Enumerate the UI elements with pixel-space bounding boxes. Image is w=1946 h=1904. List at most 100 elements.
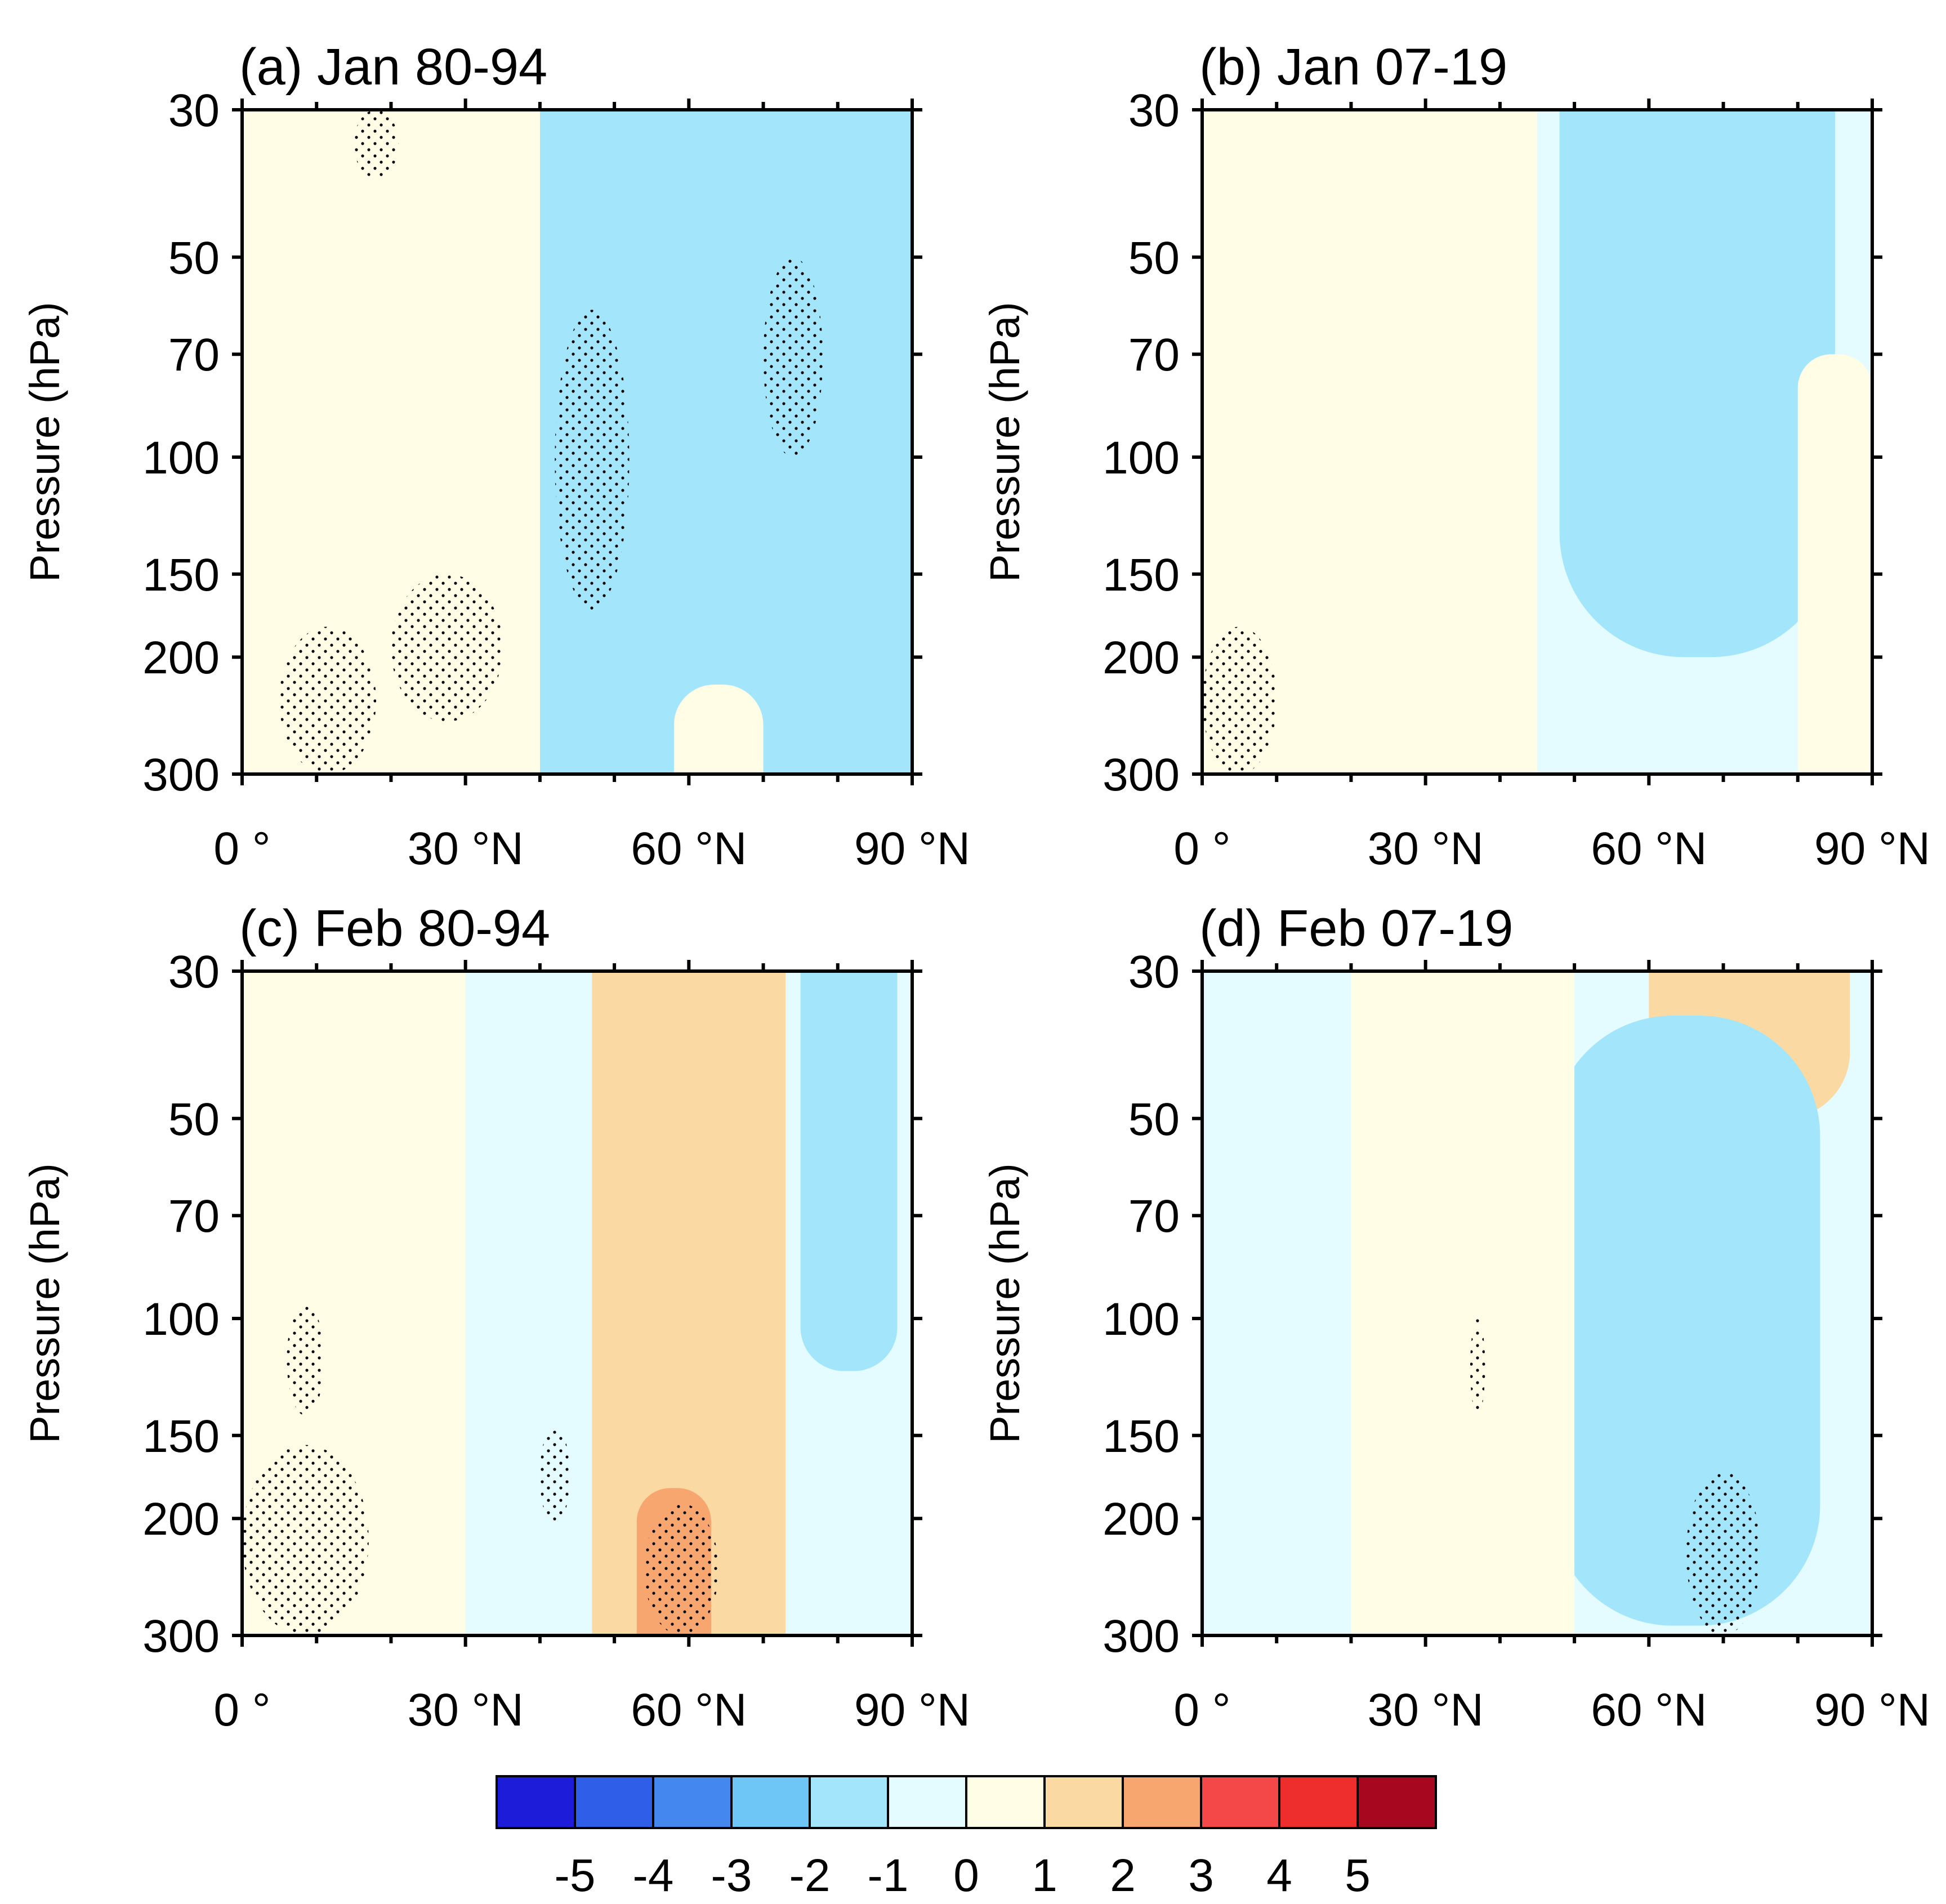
colorbar-label: 1	[1032, 1850, 1057, 1901]
stipple-region	[354, 110, 399, 178]
x-tick-label: 60 °N	[631, 1684, 747, 1736]
x-tick-label: 90 °N	[1814, 823, 1930, 874]
axis-ticks: 30 50 70 100 150 200 300 0 ° 30 °N 60 °N 90 °N	[1103, 85, 1930, 874]
y-tick-label: 30	[168, 946, 220, 998]
x-tick-label: 60 °N	[631, 823, 747, 874]
y-tick-label: 100	[1103, 432, 1180, 484]
panel-title: (c) Feb 80-94	[239, 900, 550, 957]
contour-fills	[1202, 110, 1872, 774]
panel-title: (d) Feb 07-19	[1199, 900, 1513, 957]
x-tick-label: 30 °N	[408, 1684, 524, 1736]
y-tick-label: 50	[168, 1094, 220, 1145]
colorbar-swatch	[730, 1775, 811, 1829]
contour-region-2	[592, 971, 786, 1635]
y-tick-label: 150	[142, 1411, 220, 1462]
colorbar-swatch	[1278, 1775, 1359, 1829]
y-tick-label: 300	[1103, 1611, 1180, 1662]
colorbar-swatch	[965, 1775, 1046, 1829]
panel-title: (b) Jan 07-19	[1199, 38, 1507, 96]
panel-title: (a) Jan 80-94	[239, 38, 547, 96]
x-tick-label: 30 °N	[1368, 823, 1484, 874]
x-tick-label: 0 °	[213, 823, 270, 874]
x-tick-label: 60 °N	[1591, 823, 1707, 874]
x-tick-label: 0 °	[213, 1684, 270, 1736]
colorbar-label: 5	[1345, 1850, 1371, 1901]
colorbar-label: -2	[789, 1850, 831, 1901]
x-tick-label: 90 °N	[1814, 1684, 1930, 1736]
colorbar-label: -4	[633, 1850, 674, 1901]
y-tick-label: 70	[1128, 329, 1180, 381]
stipple-region	[391, 574, 503, 722]
y-tick-label: 150	[142, 549, 220, 601]
axis-ticks: 30 50 70 100 150 200 300 0 ° 30 °N 60 °N 90 °N	[142, 85, 970, 874]
y-tick-label: 70	[1128, 1191, 1180, 1242]
contour-region--1	[1552, 1015, 1820, 1626]
y-tick-label: 100	[1103, 1294, 1180, 1345]
y-axis-label: Pressure (hPa)	[981, 302, 1028, 582]
panel-d: 30 50 70 100 150 200 300 0 ° 30 °N 60 °N 90 °N (d)…	[981, 900, 1930, 1736]
y-tick-label: 150	[1103, 1411, 1180, 1462]
colorbar-swatch	[574, 1775, 654, 1829]
y-tick-label: 30	[1128, 946, 1180, 998]
y-tick-label: 300	[1103, 749, 1180, 801]
colorbar: -5 -4 -3 -2 -1 0 1 2 3 4 5	[496, 1775, 1437, 1901]
y-tick-label: 200	[1103, 1494, 1180, 1545]
y-tick-label: 30	[1128, 85, 1180, 136]
colorbar-swatch	[496, 1775, 576, 1829]
x-tick-label: 0 °	[1173, 1684, 1230, 1736]
significance-stippling	[1470, 1318, 1761, 1635]
colorbar-label: 3	[1188, 1850, 1214, 1901]
panel-a: 30 50 70 100 150 200 300 0 ° 30 °N 60 °N 90 °N (a)…	[21, 38, 970, 874]
colorbar-label: -1	[868, 1850, 909, 1901]
y-tick-label: 70	[168, 329, 220, 381]
colorbar-swatch	[1356, 1775, 1437, 1829]
contour-region-1	[1797, 354, 1872, 774]
colorbar-label: -5	[555, 1850, 596, 1901]
colorbar-swatch	[1200, 1775, 1280, 1829]
y-tick-label: 30	[168, 85, 220, 136]
colorbar-label: 2	[1110, 1850, 1136, 1901]
y-tick-label: 70	[168, 1191, 220, 1242]
stipple-region	[279, 627, 376, 774]
y-tick-label: 200	[142, 1494, 220, 1545]
x-tick-label: 30 °N	[408, 823, 524, 874]
colorbar-swatch	[887, 1775, 967, 1829]
y-tick-label: 50	[1128, 1094, 1180, 1145]
y-tick-label: 200	[142, 632, 220, 683]
stipple-region	[287, 1303, 324, 1416]
significance-stippling	[1202, 627, 1277, 774]
panel-b: 30 50 70 100 150 200 300 0 ° 30 °N 60 °N 90 °N (b)…	[981, 38, 1930, 874]
y-tick-label: 50	[168, 233, 220, 284]
colorbar-swatch	[809, 1775, 889, 1829]
x-tick-label: 60 °N	[1591, 1684, 1707, 1736]
x-tick-label: 30 °N	[1368, 1684, 1484, 1736]
stipple-region	[242, 1445, 369, 1635]
stipple-region	[555, 310, 630, 610]
y-tick-label: 50	[1128, 233, 1180, 284]
plot-frame	[1200, 108, 1874, 776]
colorbar-label: 4	[1266, 1850, 1292, 1901]
x-tick-label: 90 °N	[854, 823, 970, 874]
stipple-region	[1202, 627, 1277, 774]
significance-stippling	[279, 110, 823, 774]
colorbar-labels: -5 -4 -3 -2 -1 0 1 2 3 4 5	[555, 1850, 1371, 1901]
colorbar-swatch	[1043, 1775, 1124, 1829]
colorbar-swatch	[652, 1775, 733, 1829]
contour-region-1	[673, 685, 764, 774]
stipple-region	[539, 1425, 570, 1526]
contour-region--1	[1559, 110, 1835, 658]
stipple-region	[1686, 1471, 1761, 1635]
contour-region-1	[1202, 110, 1537, 774]
y-tick-label: 200	[1103, 632, 1180, 683]
y-axis-label: Pressure (hPa)	[21, 302, 68, 582]
plot-frame	[240, 969, 914, 1637]
y-tick-label: 100	[142, 432, 220, 484]
x-tick-label: 90 °N	[854, 1684, 970, 1736]
contour-region--1	[539, 110, 912, 774]
contour-region--1	[800, 971, 898, 1371]
y-tick-label: 100	[142, 1294, 220, 1345]
plot-frame	[1200, 969, 1874, 1637]
y-tick-label: 300	[142, 749, 220, 801]
stipple-region	[644, 1503, 719, 1635]
